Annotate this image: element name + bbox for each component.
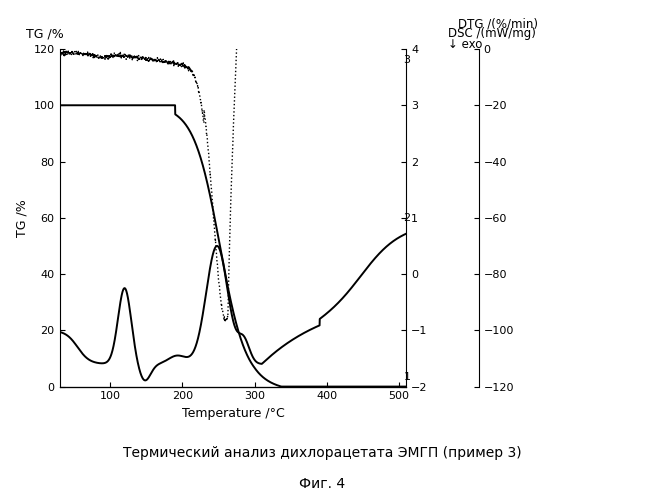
Text: Термический анализ дихлорацетата ЭМГП (пример 3): Термический анализ дихлорацетата ЭМГП (п… bbox=[123, 446, 522, 460]
Text: 3: 3 bbox=[403, 56, 410, 66]
X-axis label: Temperature /°C: Temperature /°C bbox=[181, 407, 284, 420]
Text: DTG /(%/min): DTG /(%/min) bbox=[458, 18, 538, 30]
Text: DSC /(mW/mg): DSC /(mW/mg) bbox=[448, 28, 536, 40]
Text: 1: 1 bbox=[403, 372, 410, 382]
Text: TG /%: TG /% bbox=[26, 28, 64, 40]
Text: Фиг. 4: Фиг. 4 bbox=[299, 476, 346, 490]
Y-axis label: TG /%: TG /% bbox=[15, 199, 28, 236]
Text: 2: 2 bbox=[403, 213, 411, 223]
Text: ↓ exo: ↓ exo bbox=[448, 38, 482, 51]
